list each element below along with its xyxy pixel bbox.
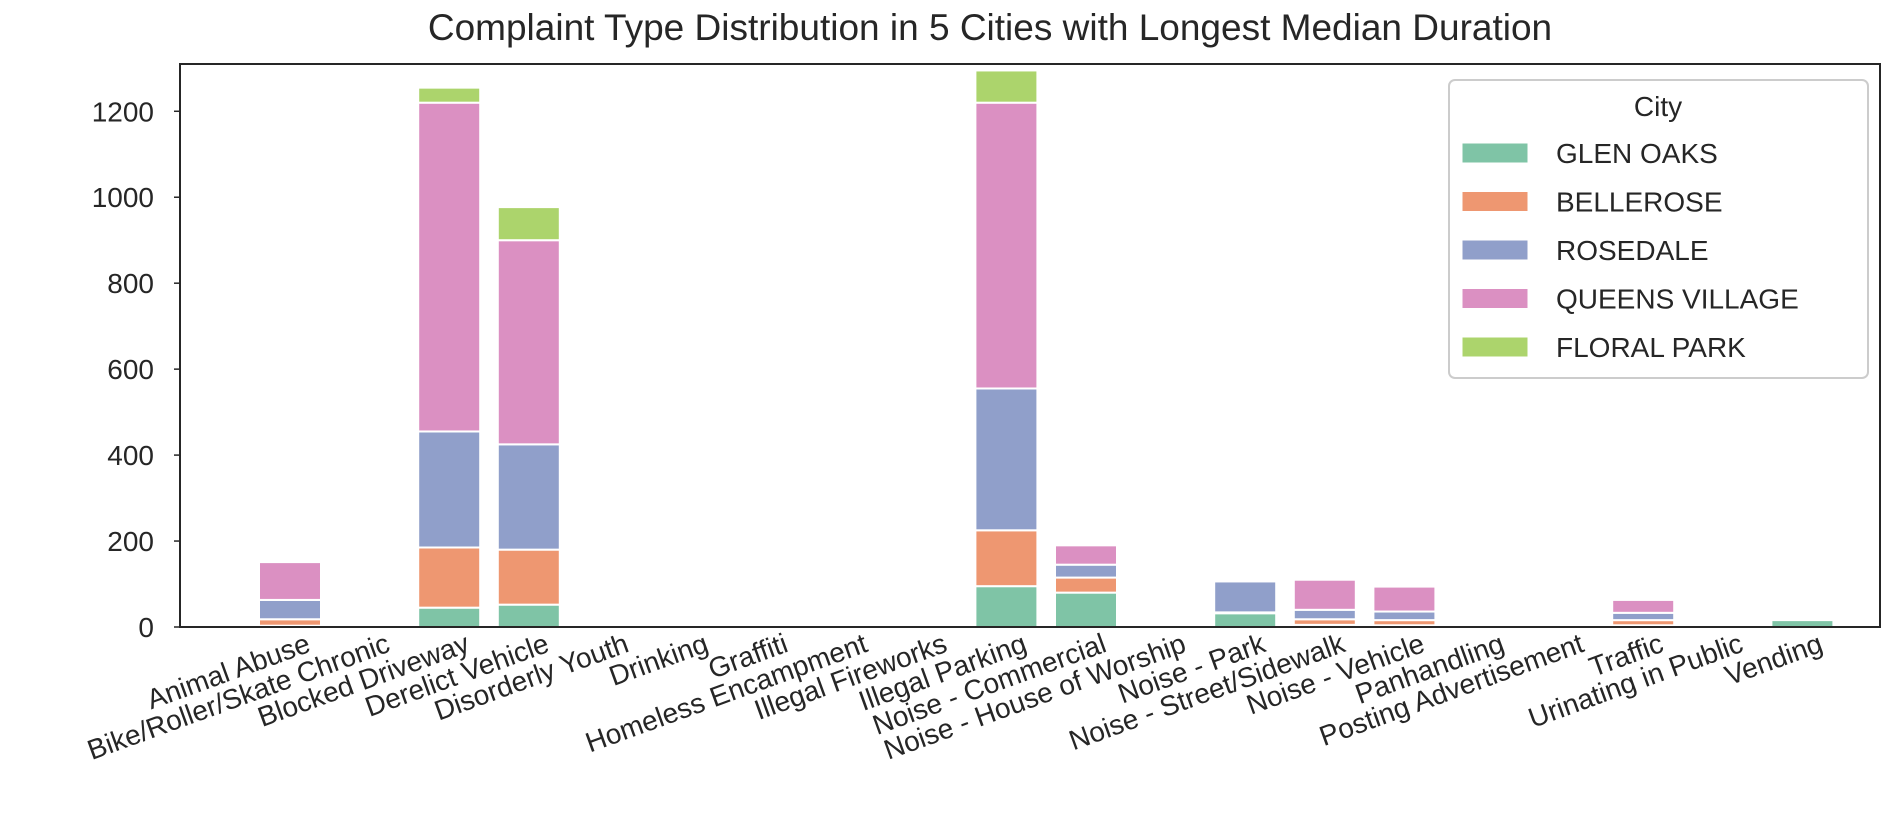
legend-label: FLORAL PARK: [1556, 332, 1746, 363]
y-tick-label: 0: [138, 612, 154, 643]
bar-segment: [417, 606, 482, 628]
legend-label: ROSEDALE: [1556, 235, 1709, 266]
legend-swatch: [1461, 288, 1529, 309]
bar-segment: [1372, 610, 1437, 622]
bar-segment: [417, 101, 482, 433]
y-tick-label: 200: [107, 526, 154, 557]
bar-segment: [1770, 619, 1835, 628]
bars-layer: [258, 69, 1835, 629]
bar-segment: [1292, 578, 1357, 611]
legend-label: QUEENS VILLAGE: [1556, 284, 1799, 315]
y-axis: 0 200 400 600 800 1000 1200: [92, 96, 180, 643]
bar-segment: [974, 585, 1039, 628]
y-tick-label: 800: [107, 268, 154, 299]
bar-segment: [496, 443, 561, 551]
bar-segment: [496, 548, 561, 606]
bar-segment: [1054, 591, 1118, 629]
y-tick-label: 400: [107, 440, 154, 471]
bar-segment: [417, 430, 482, 549]
legend-swatch: [1461, 191, 1529, 212]
bar-segment: [417, 86, 482, 104]
bar-segment: [258, 598, 322, 621]
bar-segment: [1054, 576, 1118, 594]
bar-segment: [496, 206, 561, 242]
bar-segment: [1372, 585, 1437, 613]
bar-segment: [974, 101, 1039, 390]
chart-title: Complaint Type Distribution in 5 Cities …: [428, 7, 1552, 48]
legend-swatch: [1461, 336, 1529, 358]
bar-segment: [417, 546, 482, 609]
legend-swatch: [1461, 239, 1529, 261]
bar-segment: [1213, 612, 1278, 628]
bar-segment: [1054, 544, 1118, 566]
bar-segment: [1054, 563, 1118, 579]
legend-swatch: [1461, 142, 1529, 164]
bar-segment: [258, 561, 322, 601]
y-tick-label: 600: [107, 354, 154, 385]
legend-frame: [1448, 79, 1869, 379]
bar-segment: [974, 387, 1039, 532]
bar-segment: [1292, 608, 1357, 621]
y-tick-label: 1000: [92, 182, 154, 213]
y-tick-label: 1200: [92, 96, 154, 127]
bar-segment: [1611, 611, 1676, 622]
bar-segment: [496, 603, 561, 629]
bar-segment: [1213, 580, 1278, 614]
legend-label: GLEN OAKS: [1556, 138, 1718, 169]
bar-segment: [974, 529, 1039, 588]
plot-frame: [179, 63, 1881, 628]
bar-segment: [496, 239, 561, 446]
bar-segment: [974, 69, 1039, 104]
bar-segment: [1611, 598, 1676, 614]
legend-title: City: [1634, 91, 1682, 122]
legend: City GLEN OAKS BELLEROSE ROSEDALE QUEENS VI…: [1448, 79, 1869, 379]
legend-label: BELLEROSE: [1556, 187, 1723, 218]
